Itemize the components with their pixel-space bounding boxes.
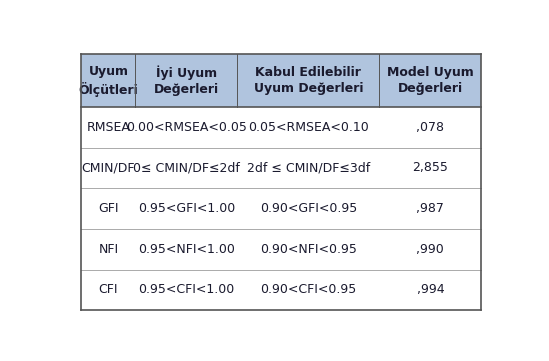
- Text: ,987: ,987: [416, 202, 444, 215]
- Text: 0.90<NFI<0.95: 0.90<NFI<0.95: [260, 243, 357, 256]
- Text: 0.90<CFI<0.95: 0.90<CFI<0.95: [260, 283, 356, 296]
- Text: CFI: CFI: [99, 283, 118, 296]
- Text: 2,855: 2,855: [412, 161, 449, 174]
- Text: ,078: ,078: [416, 121, 444, 134]
- Text: ,994: ,994: [417, 283, 444, 296]
- Text: Uyum
Ölçütleri: Uyum Ölçütleri: [79, 65, 138, 97]
- Text: 0.90<GFI<0.95: 0.90<GFI<0.95: [260, 202, 357, 215]
- Text: İyi Uyum
Değerleri: İyi Uyum Değerleri: [154, 65, 219, 96]
- Text: 0.05<RMSEA<0.10: 0.05<RMSEA<0.10: [248, 121, 369, 134]
- Text: CMIN/DF: CMIN/DF: [82, 161, 135, 174]
- Text: 0.00<RMSEA<0.05: 0.00<RMSEA<0.05: [126, 121, 247, 134]
- Text: 0.95<GFI<1.00: 0.95<GFI<1.00: [138, 202, 235, 215]
- Text: 0.95<NFI<1.00: 0.95<NFI<1.00: [138, 243, 235, 256]
- Text: GFI: GFI: [98, 202, 119, 215]
- Text: Kabul Edilebilir
Uyum Değerleri: Kabul Edilebilir Uyum Değerleri: [254, 66, 363, 95]
- Text: RMSEA: RMSEA: [86, 121, 130, 134]
- Text: Model Uyum
Değerleri: Model Uyum Değerleri: [387, 66, 474, 95]
- Text: 0≤ CMIN/DF≤2df: 0≤ CMIN/DF≤2df: [133, 161, 240, 174]
- Text: ,990: ,990: [417, 243, 444, 256]
- Text: NFI: NFI: [98, 243, 119, 256]
- Text: 2df ≤ CMIN/DF≤3df: 2df ≤ CMIN/DF≤3df: [247, 161, 370, 174]
- Text: 0.95<CFI<1.00: 0.95<CFI<1.00: [138, 283, 234, 296]
- Bar: [81, 55, 481, 107]
